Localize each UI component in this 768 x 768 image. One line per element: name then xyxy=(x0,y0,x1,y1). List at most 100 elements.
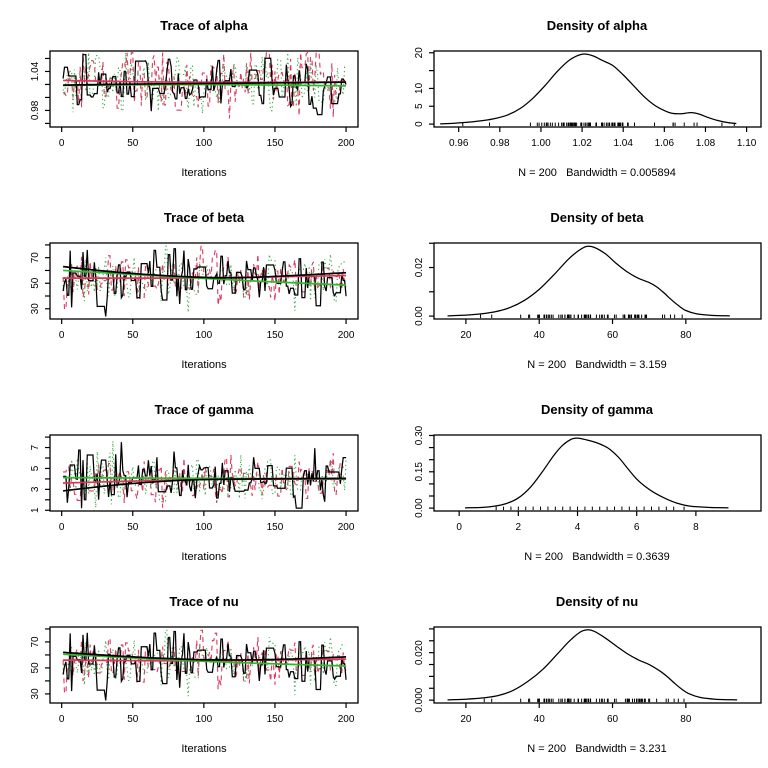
x-tick-label: 100 xyxy=(196,714,213,725)
chain-3-green-line xyxy=(62,629,347,697)
y-tick-label: 3 xyxy=(30,486,41,492)
x-tick-label: 40 xyxy=(534,714,546,725)
x-tick-label: 150 xyxy=(267,714,284,725)
plot-title: Density of gamma xyxy=(541,402,654,417)
chain-2-red-line xyxy=(62,245,347,310)
trace-of-nu-plot: Trace of nu Iterations 0 50 100 150 200 30 50 7… xyxy=(0,576,384,768)
y-tick-label: 50 xyxy=(30,662,41,674)
density-curve xyxy=(465,437,729,509)
chain-2-red-line xyxy=(63,452,347,508)
density-of-alpha-plot: Density of alpha N = 200 Bandwidth = 0.0… xyxy=(384,0,768,192)
x-tick-label: 80 xyxy=(680,330,692,341)
x-tick-label: 0 xyxy=(59,522,65,533)
x-tick-label: 50 xyxy=(127,138,139,149)
density-of-nu-canvas: Density of nu N = 200 Bandwidth = 3.231 … xyxy=(414,594,762,755)
chain-1-black-line xyxy=(62,53,347,116)
x-tick-label: 200 xyxy=(338,714,355,725)
trace-of-beta-canvas: Trace of beta Iterations 0 50 100 150 200 30 5… xyxy=(30,210,359,371)
y-tick-label: 0.00 xyxy=(414,498,425,518)
x-tick-label: 200 xyxy=(338,330,355,341)
x-axis-title: Iterations xyxy=(181,551,227,563)
plot-title: Density of nu xyxy=(556,594,638,609)
y-tick-label: 1 xyxy=(30,507,41,513)
x-tick-label: 100 xyxy=(196,138,213,149)
plot-box xyxy=(433,50,762,128)
smooth-black-line xyxy=(63,81,347,86)
x-tick-label: 150 xyxy=(267,522,284,533)
plot-box xyxy=(433,434,762,512)
x-tick-label: 60 xyxy=(607,714,619,725)
y-tick-label: 0.00 xyxy=(414,306,425,326)
x-tick-label: 1.00 xyxy=(531,138,551,149)
plot-box xyxy=(433,242,762,320)
x-tick-label: 8 xyxy=(693,522,699,533)
density-curve xyxy=(440,53,737,125)
y-tick-label: 0 xyxy=(414,121,425,127)
x-tick-label: 100 xyxy=(196,330,213,341)
x-tick-label: 40 xyxy=(534,330,546,341)
y-tick-label: 7 xyxy=(30,444,41,450)
smooth-black-line xyxy=(62,265,347,279)
x-axis-title: Iterations xyxy=(181,359,227,371)
x-axis-title: N = 200 Bandwidth = 3.159 xyxy=(527,359,666,371)
x-tick-label: 50 xyxy=(127,330,139,341)
smooth-green-line xyxy=(63,653,347,667)
x-tick-label: 1.10 xyxy=(737,138,757,149)
density-of-gamma-plot: Density of gamma N = 200 Bandwidth = 0.3… xyxy=(384,384,768,576)
y-tick-label: 30 xyxy=(30,688,41,700)
density-of-gamma-canvas: Density of gamma N = 200 Bandwidth = 0.3… xyxy=(414,402,762,563)
y-tick-label: 50 xyxy=(30,277,41,289)
density-curve xyxy=(447,245,730,317)
trace-of-alpha-canvas: Trace of alpha Iterations 0 50 100 150 200 0.… xyxy=(30,18,359,179)
x-tick-label: 60 xyxy=(607,330,619,341)
y-tick-label: 1.04 xyxy=(30,61,41,81)
x-tick-label: 50 xyxy=(127,714,139,725)
x-tick-label: 1.06 xyxy=(655,138,675,149)
trace-of-alpha-plot: Trace of alpha Iterations 0 50 100 150 200 0.… xyxy=(0,0,384,192)
plot-title: Density of beta xyxy=(550,210,644,225)
trace-of-beta-plot: Trace of beta Iterations 0 50 100 150 200 30 5… xyxy=(0,192,384,384)
density-curve xyxy=(447,629,738,701)
x-tick-label: 1.08 xyxy=(696,138,716,149)
x-tick-label: 20 xyxy=(460,714,472,725)
x-tick-label: 20 xyxy=(460,330,472,341)
y-tick-label: 30 xyxy=(30,303,41,315)
x-tick-label: 0 xyxy=(59,714,65,725)
plot-title: Density of alpha xyxy=(547,18,648,33)
x-tick-label: 200 xyxy=(338,522,355,533)
x-axis-title: Iterations xyxy=(181,167,227,179)
x-tick-label: 0.98 xyxy=(490,138,510,149)
x-axis-title: N = 200 Bandwidth = 0.3639 xyxy=(524,551,670,563)
x-tick-label: 1.02 xyxy=(572,138,592,149)
chain-3-green-line xyxy=(62,245,347,313)
x-axis-title: N = 200 Bandwidth = 3.231 xyxy=(527,743,666,755)
density-of-nu-plot: Density of nu N = 200 Bandwidth = 3.231 … xyxy=(384,576,768,768)
y-tick-label: 20 xyxy=(414,47,425,59)
y-tick-label: 0.000 xyxy=(414,687,425,712)
x-tick-label: 1.04 xyxy=(613,138,633,149)
x-tick-label: 6 xyxy=(634,522,640,533)
x-tick-label: 0 xyxy=(59,138,65,149)
y-tick-label: 10 xyxy=(414,82,425,94)
x-tick-label: 4 xyxy=(575,522,581,533)
density-of-beta-plot: Density of beta N = 200 Bandwidth = 3.15… xyxy=(384,192,768,384)
x-tick-label: 2 xyxy=(516,522,522,533)
plot-title: Trace of alpha xyxy=(160,18,248,33)
y-tick-label: 0.30 xyxy=(414,425,425,445)
y-tick-label: 5 xyxy=(30,465,41,471)
y-tick-label: 0.98 xyxy=(30,100,41,120)
x-axis-title: N = 200 Bandwidth = 0.005894 xyxy=(518,167,676,179)
plot-box xyxy=(433,626,762,704)
y-tick-label: 0.02 xyxy=(414,257,425,277)
y-tick-label: 5 xyxy=(414,103,425,109)
x-tick-label: 50 xyxy=(127,522,139,533)
x-tick-label: 200 xyxy=(338,138,355,149)
y-tick-label: 70 xyxy=(30,252,41,264)
x-tick-label: 150 xyxy=(267,330,284,341)
density-of-beta-canvas: Density of beta N = 200 Bandwidth = 3.15… xyxy=(414,210,762,371)
x-tick-label: 0 xyxy=(456,522,462,533)
x-tick-label: 100 xyxy=(196,522,213,533)
x-tick-label: 0.96 xyxy=(449,138,469,149)
plot-title: Trace of beta xyxy=(164,210,245,225)
